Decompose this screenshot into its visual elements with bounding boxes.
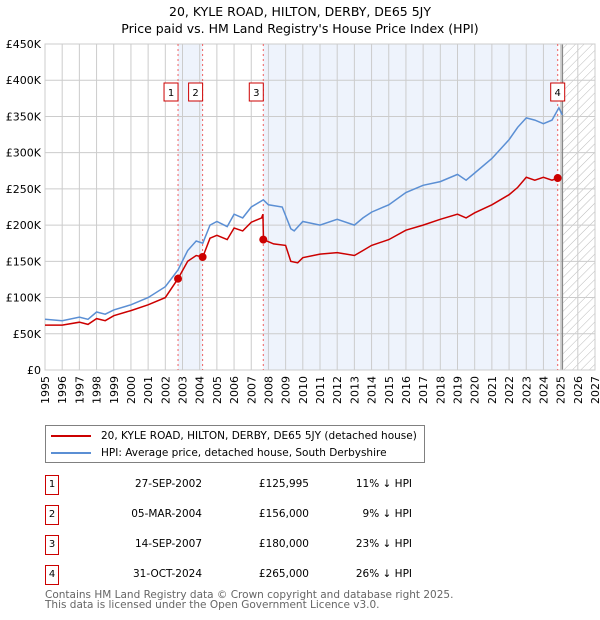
sale-date: 05-MAR-2004	[131, 508, 202, 520]
x-tick-label: 2016	[400, 376, 413, 404]
footer-copyright: Contains HM Land Registry data © Crown c…	[45, 589, 454, 601]
x-tick-label: 1997	[73, 376, 86, 404]
x-tick-label: 2021	[486, 376, 499, 404]
x-tick-label: 1998	[91, 376, 104, 404]
y-tick-label: £50K	[13, 328, 42, 341]
x-tick-label: 2015	[383, 376, 396, 404]
sale-price: £125,995	[258, 478, 309, 490]
legend-label-hpi: HPI: Average price, detached house, Sout…	[101, 447, 387, 459]
x-tick-label: 1996	[56, 376, 69, 404]
y-tick-label: £400K	[6, 74, 42, 87]
sale-price: £265,000	[258, 568, 309, 580]
y-tick-label: £350K	[6, 110, 42, 123]
sale-point-1	[174, 274, 183, 283]
x-tick-label: 1995	[39, 376, 52, 404]
sale-marker: 3	[45, 535, 59, 555]
sale-point-3	[259, 235, 268, 244]
x-tick-label: 2019	[452, 376, 465, 404]
plot-border	[44, 43, 596, 371]
sale-price: £156,000	[258, 508, 309, 520]
y-tick-label: £450K	[6, 38, 42, 51]
x-tick-label: 2001	[142, 376, 155, 404]
x-tick-label: 2007	[245, 376, 258, 404]
x-tick-label: 2027	[589, 376, 600, 404]
sale-label-box-1	[163, 82, 179, 102]
y-tick-label: £150K	[6, 255, 42, 268]
y-tick-label: £250K	[6, 183, 42, 196]
x-tick-label: 2017	[417, 376, 430, 404]
y-tick-label: £0	[27, 364, 41, 377]
property-price-line	[45, 176, 561, 326]
x-tick-label: 2024	[537, 376, 550, 404]
sale-label-box-2	[188, 82, 204, 102]
x-tick-label: 2022	[503, 376, 516, 404]
sale-date: 14-SEP-2007	[134, 538, 202, 550]
sale-label-4: 4	[555, 88, 561, 99]
table-row: 3 14-SEP-2007 £180,000 23% ↓ HPI	[45, 535, 445, 555]
table-row: 1 27-SEP-2002 £125,995 11% ↓ HPI	[45, 475, 445, 495]
sale-label-box-4	[550, 82, 566, 102]
footer: Contains HM Land Registry data © Crown c…	[45, 589, 454, 611]
y-tick-label: £300K	[6, 147, 42, 160]
x-tick-label: 1999	[108, 376, 121, 404]
sale-label-box-3	[248, 82, 264, 102]
sale-hpi-diff: 11% ↓ HPI	[355, 478, 412, 490]
sale-point-4	[553, 174, 562, 183]
sale-point-2	[198, 252, 207, 261]
sale-date: 31-OCT-2024	[133, 568, 202, 580]
sale-marker: 4	[45, 565, 59, 585]
sale-hpi-diff: 9% ↓ HPI	[362, 508, 412, 520]
x-tick-label: 2003	[177, 376, 190, 404]
x-tick-label: 2023	[520, 376, 533, 404]
legend: 20, KYLE ROAD, HILTON, DERBY, DE65 5JY (…	[45, 425, 425, 463]
sale-label-3: 3	[253, 88, 259, 99]
legend-item-property: 20, KYLE ROAD, HILTON, DERBY, DE65 5JY (…	[51, 428, 417, 444]
x-tick-label: 2012	[331, 376, 344, 404]
x-tick-label: 2014	[366, 376, 379, 404]
chart-title-line-1: 20, KYLE ROAD, HILTON, DERBY, DE65 5JY	[169, 4, 431, 19]
legend-swatch-property	[51, 435, 91, 437]
x-tick-label: 2009	[280, 376, 293, 404]
price-chart: 1995 1996 1997 1998 1999 2000 2001 2002 2003 2004…	[6, 38, 600, 404]
footer-licence: This data is licensed under the Open Gov…	[45, 599, 380, 611]
sale-label-1: 1	[168, 88, 174, 99]
y-tick-label: £200K	[6, 219, 42, 232]
x-tick-label: 2020	[469, 376, 482, 404]
sale-marker: 1	[45, 475, 59, 495]
y-tick-label: £100K	[6, 292, 42, 305]
shade-band	[263, 44, 558, 370]
x-tick-label: 2000	[125, 376, 138, 404]
sale-date: 27-SEP-2002	[134, 478, 202, 490]
legend-label-property: 20, KYLE ROAD, HILTON, DERBY, DE65 5JY (…	[101, 430, 417, 442]
table-row: 2 05-MAR-2004 £156,000 9% ↓ HPI	[45, 505, 445, 525]
chart-title-line-2: Price paid vs. HM Land Registry's House …	[121, 21, 479, 36]
legend-item-hpi: HPI: Average price, detached house, Sout…	[51, 445, 387, 461]
x-tick-label: 2002	[159, 376, 172, 404]
x-tick-label: 2005	[211, 376, 224, 404]
sale-price: £180,000	[258, 538, 309, 550]
x-tick-label: 2026	[572, 376, 585, 404]
x-tick-label: 2010	[297, 376, 310, 404]
x-tick-label: 2004	[194, 376, 207, 404]
x-tick-label: 2013	[348, 376, 361, 404]
x-tick-label: 2008	[262, 376, 275, 404]
x-tick-label: 2025	[555, 376, 568, 404]
x-tick-label: 2011	[314, 376, 327, 404]
x-tick-label: 2006	[228, 376, 241, 404]
table-row: 4 31-OCT-2024 £265,000 26% ↓ HPI	[45, 565, 445, 585]
sale-label-2: 2	[192, 88, 198, 99]
legend-swatch-hpi	[51, 452, 91, 454]
sale-marker: 2	[45, 505, 59, 525]
sale-hpi-diff: 23% ↓ HPI	[355, 538, 412, 550]
chart-title: 20, KYLE ROAD, HILTON, DERBY, DE65 5JY P…	[0, 3, 600, 37]
forecast-hatch	[562, 44, 595, 370]
sale-hpi-diff: 26% ↓ HPI	[355, 568, 412, 580]
hpi-line	[44, 106, 563, 322]
x-tick-label: 2018	[434, 376, 447, 404]
